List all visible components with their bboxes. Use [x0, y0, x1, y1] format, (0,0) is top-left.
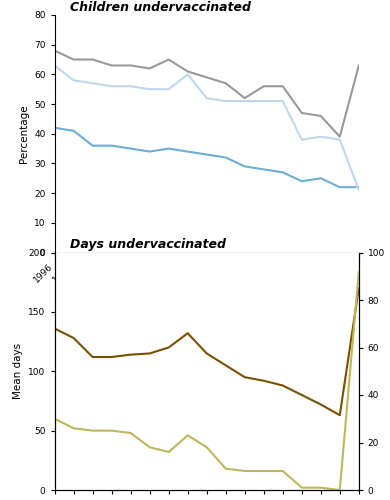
Y-axis label: Mean days: Mean days — [13, 343, 23, 400]
Legend: Overall, Dose 1, 2, or 3, Dose 4: Overall, Dose 1, 2, or 3, Dose 4 — [88, 348, 325, 366]
X-axis label: Year of birth: Year of birth — [173, 287, 241, 297]
Text: Days undervaccinated: Days undervaccinated — [70, 238, 226, 252]
Y-axis label: Percentage: Percentage — [18, 104, 28, 163]
Text: Children undervaccinated: Children undervaccinated — [70, 1, 251, 14]
